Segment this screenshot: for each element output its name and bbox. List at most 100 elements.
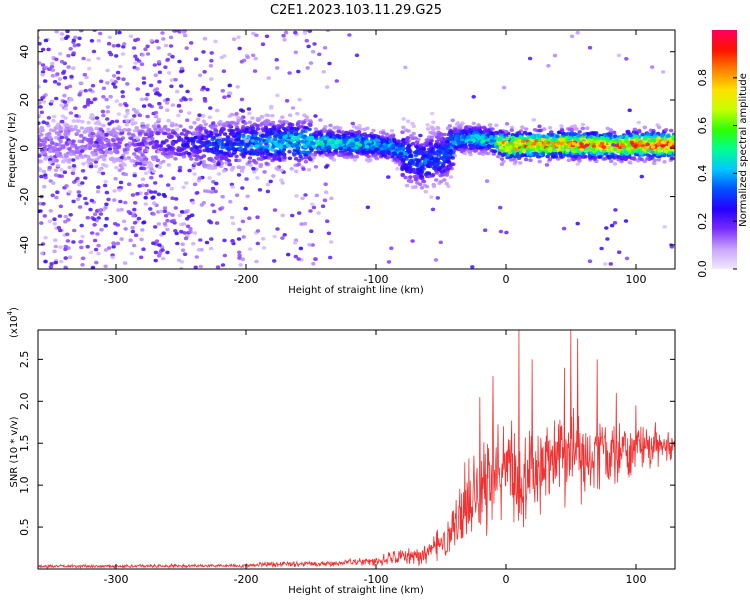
heatmap-cell	[300, 135, 306, 139]
heatmap-cell	[60, 114, 65, 118]
heatmap-cell	[445, 145, 450, 149]
heatmap-cell	[230, 185, 235, 189]
heatmap-cell	[616, 53, 622, 58]
heatmap-cell	[149, 175, 154, 180]
heatmap-cell	[669, 128, 674, 133]
heatmap-cell	[86, 120, 91, 125]
heatmap-cell	[588, 156, 593, 160]
heatmap-cell	[177, 30, 182, 34]
heatmap-cell	[436, 126, 441, 131]
heatmap-cell	[114, 99, 120, 103]
heatmap-cell	[240, 257, 246, 262]
heatmap-cell	[236, 128, 241, 132]
heatmap-cell	[44, 121, 50, 126]
heatmap-cell	[193, 265, 198, 269]
heatmap-cell	[235, 85, 240, 89]
heatmap-cell	[94, 157, 100, 162]
heatmap-cell	[106, 197, 111, 202]
heatmap-cell	[352, 158, 358, 162]
heatmap-cell	[427, 174, 432, 179]
heatmap-cell	[88, 88, 93, 92]
heatmap-cell	[264, 144, 269, 149]
heatmap-cell	[500, 149, 505, 153]
heatmap-cell	[43, 157, 48, 161]
heatmap-cell	[180, 248, 186, 252]
heatmap-cell	[313, 257, 318, 261]
heatmap-cell	[448, 137, 453, 141]
heatmap-cell	[163, 124, 168, 129]
heatmap-cell	[71, 51, 76, 55]
heatmap-cell	[124, 103, 129, 108]
heatmap-cell	[50, 74, 56, 78]
heatmap-cell	[39, 174, 44, 179]
heatmap-cell	[166, 144, 171, 148]
heatmap-cell	[236, 165, 242, 169]
heatmap-cell	[662, 153, 667, 157]
heatmap-cell	[663, 149, 669, 154]
heatmap-cell	[446, 157, 451, 161]
heatmap-cell	[650, 150, 655, 155]
heatmap-cell	[67, 190, 73, 194]
heatmap-cell	[71, 164, 77, 168]
heatmap-cell	[63, 103, 69, 107]
heatmap-cell	[157, 70, 163, 75]
heatmap-cell	[404, 128, 409, 132]
heatmap-cell	[264, 113, 269, 117]
heatmap-cell	[537, 159, 542, 164]
heatmap-cell	[318, 150, 323, 155]
heatmap-cell	[572, 149, 577, 154]
heatmap-cell	[207, 219, 212, 223]
heatmap-cell	[561, 226, 567, 231]
heatmap-cell	[227, 162, 233, 167]
heatmap-cell	[100, 109, 106, 114]
heatmap-cell	[575, 137, 580, 142]
heatmap-cell	[114, 165, 119, 170]
heatmap-cell	[280, 131, 285, 136]
heatmap-cell	[177, 168, 182, 173]
heatmap-cell	[629, 140, 634, 145]
heatmap-cell	[431, 184, 437, 189]
heatmap-cell	[558, 137, 563, 142]
heatmap-cell	[169, 78, 174, 82]
heatmap-cell	[51, 118, 56, 123]
heatmap-cell	[68, 96, 73, 101]
heatmap-cell	[162, 206, 168, 210]
heatmap-cell	[188, 229, 193, 234]
heatmap-cell	[477, 126, 483, 130]
heatmap-cell	[308, 119, 313, 123]
heatmap-cell	[428, 141, 433, 146]
heatmap-cell	[429, 149, 434, 154]
heatmap-cell	[107, 147, 113, 151]
heatmap-cell	[605, 237, 610, 241]
heatmap-cell	[581, 135, 586, 139]
figure-title: C2E1.2023.103.11.29.G25	[270, 3, 442, 18]
heatmap-cell	[442, 132, 447, 137]
heatmap-cell	[237, 158, 242, 163]
heatmap-cell	[140, 152, 145, 157]
heatmap-cell	[233, 122, 239, 127]
heatmap-cell	[170, 213, 175, 217]
heatmap-cell	[266, 76, 271, 80]
heatmap-cell	[444, 181, 449, 186]
heatmap-cell	[220, 142, 225, 147]
heatmap-cell	[513, 159, 518, 164]
heatmap-cell	[286, 143, 291, 148]
heatmap-cell	[39, 221, 44, 225]
heatmap-cell	[52, 249, 57, 254]
heatmap-cell	[274, 132, 279, 137]
heatmap-cell	[236, 116, 241, 120]
heatmap-cell	[220, 206, 225, 210]
heatmap-cell	[153, 250, 159, 255]
heatmap-cell	[117, 125, 122, 129]
heatmap-cell	[218, 119, 223, 124]
heatmap-cell	[336, 129, 342, 134]
heatmap-cell	[152, 145, 157, 150]
heatmap-cell	[552, 53, 558, 58]
heatmap-cell	[650, 65, 655, 69]
heatmap-cell	[85, 244, 90, 249]
heatmap-cell	[403, 175, 408, 180]
heatmap-cell	[386, 150, 391, 155]
heatmap-cell	[153, 73, 158, 77]
heatmap-cell	[161, 37, 166, 41]
